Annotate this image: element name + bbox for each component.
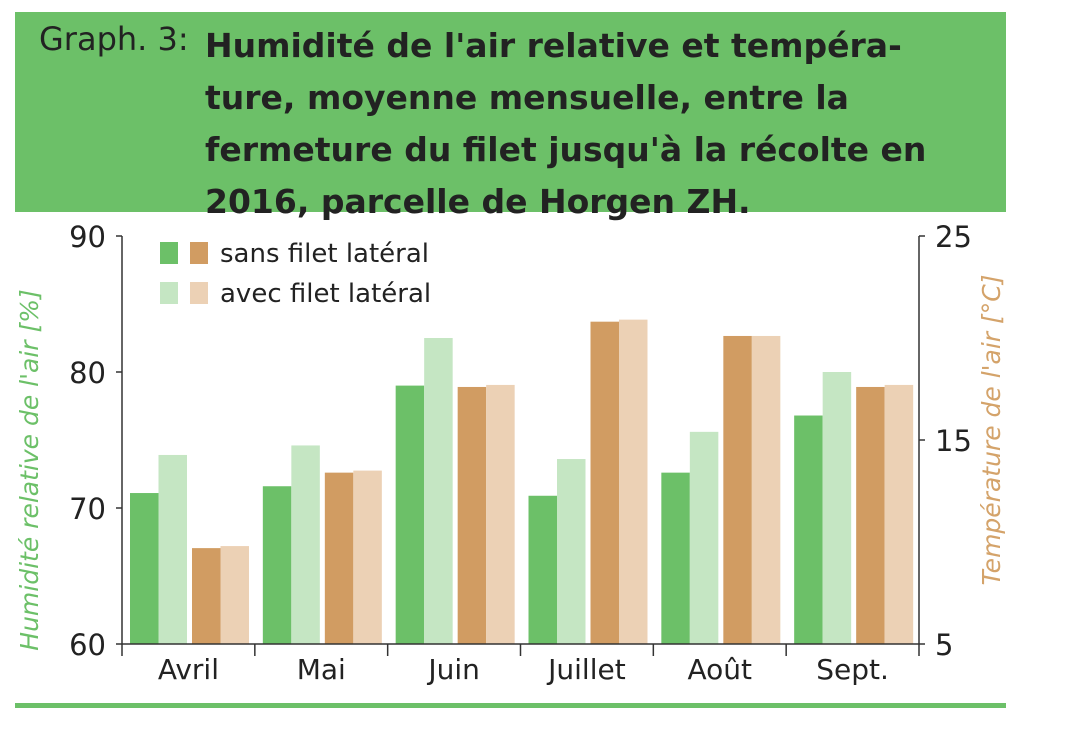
legend-label-avec-filet: avec filet latéral [220, 279, 431, 309]
bar-humidity-sans-filet-4 [661, 472, 690, 644]
figure-number: Graph. 3: [39, 20, 189, 58]
bar-humidity-avec-filet-0 [158, 454, 187, 644]
bar-humidity-avec-filet-3 [557, 459, 586, 644]
legend-swatch-temperature-avec-filet [190, 282, 208, 304]
legend-swatch-humidity-avec-filet [160, 282, 178, 304]
bar-temperature-avec-filet-3 [619, 319, 648, 644]
x-tick-label: Juillet [546, 653, 626, 686]
bottom-divider [15, 703, 1006, 708]
legend-label-sans-filet: sans filet latéral [220, 239, 429, 269]
bar-humidity-sans-filet-5 [794, 415, 823, 644]
bar-humidity-sans-filet-3 [528, 495, 557, 644]
bar-temperature-sans-filet-1 [324, 472, 354, 644]
x-tick-label: Juin [426, 653, 480, 686]
bar-humidity-avec-filet-1 [291, 445, 320, 644]
bar-humidity-sans-filet-0 [130, 493, 159, 644]
bar-temperature-avec-filet-0 [220, 546, 249, 644]
right-tick-label: 15 [935, 424, 972, 458]
bar-temperature-sans-filet-5 [856, 386, 885, 644]
bar-temperature-sans-filet-3 [590, 321, 619, 644]
bar-temperature-sans-filet-2 [457, 386, 487, 644]
bar-temperature-sans-filet-4 [723, 335, 752, 644]
bar-temperature-sans-filet-0 [192, 548, 221, 644]
x-tick-label: Mai [297, 653, 346, 686]
left-tick-label: 80 [69, 356, 106, 390]
bar-humidity-sans-filet-2 [395, 385, 425, 644]
right-axis-title: Température de l'air [°C] [977, 275, 1006, 586]
bar-temperature-avec-filet-5 [884, 384, 914, 644]
left-tick-label: 70 [69, 492, 106, 526]
x-tick-label: Août [687, 653, 752, 686]
left-tick-label: 90 [69, 220, 106, 254]
right-tick-label: 5 [935, 628, 953, 662]
bar-temperature-avec-filet-4 [751, 335, 781, 644]
x-tick-label: Sept. [816, 653, 889, 686]
x-tick-label: Avril [158, 653, 219, 686]
left-axis-title: Humidité relative de l'air [%] [15, 289, 44, 650]
bar-humidity-sans-filet-1 [262, 486, 292, 644]
legend-swatch-humidity-sans-filet [160, 242, 178, 264]
legend-swatch-temperature-sans-filet [190, 242, 208, 264]
bar-humidity-avec-filet-2 [424, 338, 453, 644]
chart-title: Humidité de l'air relative et tempéra-tu… [205, 26, 927, 221]
right-tick-label: 25 [935, 220, 972, 254]
bar-humidity-avec-filet-5 [822, 372, 852, 644]
bar-humidity-avec-filet-4 [689, 431, 719, 644]
left-tick-label: 60 [69, 628, 106, 662]
bar-temperature-avec-filet-1 [353, 470, 382, 644]
bar-temperature-avec-filet-2 [486, 384, 515, 644]
title-banner: Graph. 3: Humidité de l'air relative et … [15, 12, 1006, 221]
